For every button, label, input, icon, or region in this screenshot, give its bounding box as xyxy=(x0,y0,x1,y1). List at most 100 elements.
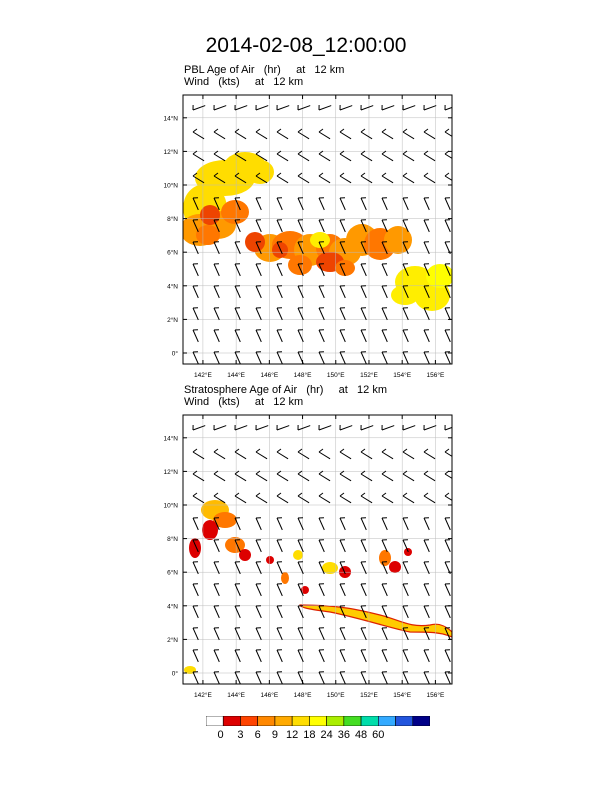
wind-barb xyxy=(297,448,310,460)
wind-barb xyxy=(192,351,199,364)
wind-barb xyxy=(276,605,283,619)
wind-barb xyxy=(192,285,199,299)
wind-barb xyxy=(402,351,409,364)
lon-tick-label: 150°E xyxy=(327,691,345,699)
wind-barb xyxy=(192,307,199,321)
wind-barb xyxy=(381,671,388,684)
wind-barb xyxy=(360,307,367,321)
wind-barb xyxy=(213,605,220,619)
lat-tick-label: 2°N xyxy=(167,636,178,644)
wind-barb xyxy=(381,150,394,162)
wind-barb xyxy=(339,128,352,140)
wind-barb xyxy=(423,424,437,431)
wind-barb xyxy=(234,241,241,255)
wind-barb xyxy=(381,351,388,364)
age-of-air-patch xyxy=(301,586,309,594)
wind-barb xyxy=(213,448,226,460)
age-of-air-patch xyxy=(266,556,274,564)
wind-barb xyxy=(339,539,346,553)
wind-barb xyxy=(318,424,332,431)
wind-barb xyxy=(318,150,331,162)
wind-barb xyxy=(318,539,325,553)
wind-barb xyxy=(234,492,247,504)
wind-barb xyxy=(381,241,388,255)
wind-barb xyxy=(423,329,430,343)
colorbar-swatch xyxy=(274,716,293,726)
wind-barb xyxy=(444,517,451,531)
wind-barb xyxy=(402,285,409,299)
wind-barb xyxy=(444,583,451,597)
wind-barb xyxy=(381,583,388,597)
lat-tick-label: 4°N xyxy=(167,602,178,610)
wind-barb xyxy=(255,424,269,431)
wind-barb xyxy=(255,649,262,663)
wind-barb xyxy=(339,285,346,299)
wind-barb xyxy=(318,517,325,531)
wind-barb xyxy=(318,448,331,460)
wind-barb xyxy=(276,517,283,531)
lon-tick-label: 152°E xyxy=(360,691,378,699)
lon-tick-label: 150°E xyxy=(327,371,345,379)
wind-barb xyxy=(192,150,205,162)
wind-barb xyxy=(234,307,241,321)
wind-barb xyxy=(339,583,346,597)
wind-barb xyxy=(213,128,226,140)
colorbar-label: 0 xyxy=(217,729,224,741)
wind-barb xyxy=(192,241,199,255)
colorbar-swatch xyxy=(206,716,224,726)
wind-barb xyxy=(276,448,289,460)
wind-barb xyxy=(360,627,367,641)
wind-barb xyxy=(297,492,310,504)
wind-barb xyxy=(234,150,247,162)
wind-barb xyxy=(234,128,247,140)
wind-barb xyxy=(213,197,220,211)
wind-barb xyxy=(255,492,268,504)
wind-barb xyxy=(318,307,325,321)
colorbar-swatch xyxy=(343,716,362,726)
wind-barb xyxy=(192,470,205,482)
age-of-air-patch xyxy=(335,260,355,276)
wind-barb xyxy=(360,492,373,504)
lon-tick-label: 156°E xyxy=(427,371,445,379)
wind-barb xyxy=(423,627,430,641)
wind-barb xyxy=(381,424,395,431)
wind-barb xyxy=(423,263,430,277)
wind-barb xyxy=(192,627,199,641)
wind-barb xyxy=(192,561,199,575)
wind-barb xyxy=(444,605,451,619)
lat-tick-label: 6°N xyxy=(167,249,178,257)
age-of-air-patch xyxy=(391,285,419,305)
wind-barb xyxy=(360,172,373,184)
age-of-air-patch xyxy=(246,160,274,184)
wind-barb xyxy=(213,241,220,255)
colorbar-label: 36 xyxy=(337,729,350,741)
wind-barb xyxy=(423,150,436,162)
wind-barb xyxy=(444,263,451,277)
wind-barb xyxy=(213,150,226,162)
wind-barb xyxy=(276,329,283,343)
wind-barb xyxy=(276,627,283,641)
wind-barb xyxy=(360,583,367,597)
wind-barb xyxy=(192,128,205,140)
strat-panel-label-2: Wind (kts) at 12 km xyxy=(184,396,304,408)
colorbar-labels: 0 3 6 9 12 18 24 36 48 60 xyxy=(0,729,612,743)
wind-barb xyxy=(297,539,304,553)
wind-barb xyxy=(423,307,430,321)
wind-barb xyxy=(192,172,205,184)
wind-barb xyxy=(402,470,415,482)
wind-barb xyxy=(255,448,268,460)
wind-barb xyxy=(192,671,199,684)
wind-barb xyxy=(318,172,331,184)
wind-barb xyxy=(213,219,220,233)
wind-barb xyxy=(318,492,331,504)
wind-barb xyxy=(381,104,395,111)
colorbar-label: 48 xyxy=(354,729,368,741)
wind-barb xyxy=(234,263,241,277)
wind-barb xyxy=(444,197,451,211)
wind-barb xyxy=(255,128,268,140)
wind-barb xyxy=(402,104,416,111)
wind-barb xyxy=(339,329,346,343)
wind-barb xyxy=(402,448,415,460)
wind-barb xyxy=(318,561,325,575)
wind-barb xyxy=(192,104,206,111)
